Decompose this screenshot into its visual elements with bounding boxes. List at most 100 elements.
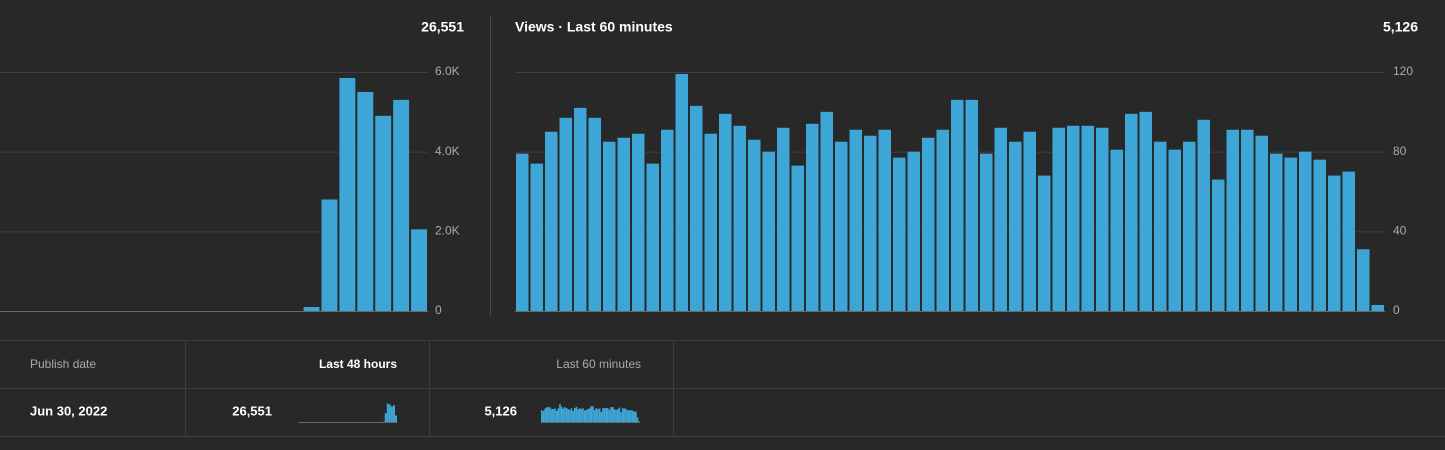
bar <box>646 163 659 311</box>
sparkline-bar <box>630 410 632 422</box>
bar <box>393 99 410 311</box>
sparkline-bar <box>625 408 627 422</box>
bar <box>1154 141 1167 311</box>
bar <box>1009 141 1022 311</box>
bar <box>545 131 558 311</box>
bar <box>1081 125 1094 312</box>
column-header[interactable]: Last 60 minutes <box>556 357 641 371</box>
bar <box>878 129 891 311</box>
bar <box>1212 179 1225 311</box>
bar <box>1357 249 1370 311</box>
sparkline-bar <box>572 411 574 422</box>
bar <box>791 165 804 311</box>
sparkline-bar <box>602 408 604 422</box>
cell: 26,551 <box>232 403 272 418</box>
bar <box>375 115 392 311</box>
sparkline-bar <box>388 404 391 422</box>
sparkline-bar <box>603 408 606 422</box>
sparkline-bar <box>628 410 631 422</box>
bar <box>835 141 848 311</box>
bar <box>357 91 374 312</box>
bar <box>559 117 572 311</box>
sparkline-bar <box>611 407 614 422</box>
bar <box>936 129 949 311</box>
bar <box>530 163 543 311</box>
sparkline-bar <box>394 415 397 422</box>
y-tick-label: 0 <box>1393 303 1400 317</box>
bar <box>922 137 935 311</box>
bar <box>1342 171 1355 311</box>
bar <box>690 105 703 311</box>
sparkline-bar <box>549 407 551 422</box>
column-header: Publish date <box>30 357 96 371</box>
bar <box>1183 141 1196 311</box>
sparkline-bar <box>593 410 596 422</box>
sparkline-bar <box>554 408 556 422</box>
bar <box>339 77 356 311</box>
bar <box>1168 149 1181 311</box>
bar <box>965 99 978 311</box>
bar <box>762 151 775 311</box>
y-tick-label: 80 <box>1393 144 1407 158</box>
bar <box>603 141 616 311</box>
bar <box>303 307 320 311</box>
sparkline-bar <box>636 417 639 422</box>
sparkline-bar <box>616 409 619 422</box>
bar <box>1197 119 1210 311</box>
bar <box>321 199 338 311</box>
bar <box>661 129 674 311</box>
bar <box>617 137 630 311</box>
bar <box>1299 151 1312 311</box>
bar <box>1110 149 1123 311</box>
sparkline-bar <box>605 408 607 422</box>
bar <box>1226 129 1239 311</box>
sparkline-bar <box>550 409 553 422</box>
y-tick-label: 4.0K <box>435 144 460 158</box>
sparkline-bar <box>574 407 576 422</box>
bar <box>411 229 427 311</box>
sparkline-bar <box>386 403 389 422</box>
bar <box>1270 153 1283 311</box>
bar <box>1371 305 1384 311</box>
sparkline-bar <box>547 406 550 422</box>
sparkline-bar <box>552 408 555 422</box>
sparkline-bar <box>577 409 579 422</box>
sparkline-bar <box>575 407 578 422</box>
bar <box>632 133 645 311</box>
sparkline-bar <box>390 406 393 422</box>
bar <box>820 111 833 311</box>
sparkline-bar <box>541 410 543 422</box>
sparkline-bar <box>610 407 612 422</box>
sparkline-bar <box>590 406 593 422</box>
sparkline-bar <box>620 412 622 422</box>
sparkline-bar <box>565 408 568 422</box>
chart-total: 5,126 <box>1383 19 1418 35</box>
bar <box>704 133 717 311</box>
column-header[interactable]: Last 48 hours <box>319 357 397 371</box>
chart-total: 26,551 <box>421 19 464 35</box>
sparkline-bar <box>545 407 548 422</box>
sparkline-bar <box>583 410 586 422</box>
sparkline-bar <box>618 407 621 422</box>
bar <box>1038 175 1051 311</box>
bar <box>1067 125 1080 312</box>
sparkline-bar <box>592 406 594 422</box>
bar <box>1284 157 1297 311</box>
sparkline-bar <box>569 410 571 422</box>
sparkline-bar <box>597 409 599 422</box>
sparkline-bar <box>588 408 591 422</box>
bar <box>1241 129 1254 311</box>
sparkline-bar <box>384 413 387 422</box>
sparkline-bar <box>392 405 395 422</box>
sparkline-bar <box>633 411 636 422</box>
sparkline-bar <box>559 404 561 422</box>
chart-title: Views · Last 60 minutes <box>515 19 673 35</box>
sparkline-bar <box>613 409 616 422</box>
bar <box>907 151 920 311</box>
bar <box>1096 127 1109 312</box>
sparkline-bar <box>560 406 563 422</box>
sparkline-bar <box>580 408 583 422</box>
sparkline-bar <box>567 409 570 422</box>
